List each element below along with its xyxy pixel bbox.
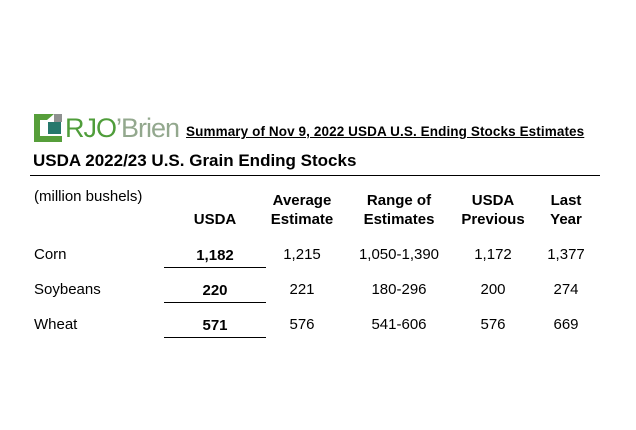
logo-gray-square: [54, 114, 62, 122]
table-row-wheat: Wheat 571 576 541-606 576 669: [30, 303, 606, 338]
logo-text-rjo: RJO: [65, 112, 117, 143]
table-header-row: (million bushels) USDA Average Estimate …: [30, 184, 606, 233]
commodity-cell: Soybeans: [34, 281, 101, 298]
rjobrien-logo-icon: [34, 114, 62, 142]
usda-estimate-cell: 571: [164, 303, 266, 338]
column-header-last-year: Last Year: [550, 192, 582, 228]
column-header-average-estimate: Average Estimate: [270, 192, 334, 228]
average-estimate-cell: 221: [289, 281, 315, 298]
range-of-estimates-cell: 180-296: [371, 281, 427, 298]
column-header-range-of-estimates: Range of Estimates: [363, 192, 435, 228]
last-year-cell: 1,377: [547, 246, 585, 263]
last-year-cell: 274: [553, 281, 579, 298]
grain-ending-stocks-table: (million bushels) USDA Average Estimate …: [30, 184, 606, 338]
section-heading: USDA 2022/23 U.S. Grain Ending Stocks: [33, 151, 357, 170]
heading-divider-line: [30, 175, 600, 176]
table-row-soybeans: Soybeans 220 221 180-296 200 274: [30, 268, 606, 303]
logo-green-left-shape: [34, 114, 40, 142]
last-year-cell: 669: [553, 316, 579, 333]
usda-value-underlined: 220: [164, 283, 266, 303]
commodity-cell: Corn: [34, 246, 67, 263]
usda-estimate-cell: 1,182: [164, 233, 266, 268]
rjobrien-logo: RJO’Brien: [34, 112, 180, 143]
column-header-usda-previous: USDA Previous: [461, 192, 525, 228]
commodity-cell: Wheat: [34, 316, 78, 333]
average-estimate-cell: 576: [289, 316, 315, 333]
unit-label-header: (million bushels): [30, 184, 164, 233]
document-header: RJO’Brien Summary of Nov 9, 2022 USDA U.…: [34, 114, 584, 142]
range-of-estimates-cell: 1,050-1,390: [358, 246, 440, 263]
logo-green-bottom-shape: [34, 136, 62, 142]
usda-value-underlined: 1,182: [164, 248, 266, 268]
column-header-usda: USDA: [193, 211, 237, 228]
range-of-estimates-cell: 541-606: [371, 316, 427, 333]
rjobrien-logo-text: RJO’Brien: [65, 112, 180, 143]
average-estimate-cell: 1,215: [283, 246, 321, 263]
usda-value-underlined: 571: [164, 318, 266, 338]
usda-previous-cell: 1,172: [474, 246, 512, 263]
document-title: Summary of Nov 9, 2022 USDA U.S. Ending …: [186, 124, 585, 139]
usda-previous-cell: 200: [480, 281, 506, 298]
logo-teal-square: [48, 122, 61, 134]
table-header: (million bushels) USDA Average Estimate …: [30, 184, 606, 233]
table-row-corn: Corn 1,182 1,215 1,050-1,390 1,172 1,377: [30, 233, 606, 268]
logo-green-top-shape: [34, 114, 54, 120]
usda-estimate-cell: 220: [164, 268, 266, 303]
unit-label: (million bushels): [34, 188, 143, 205]
logo-text-brien: ’Brien: [116, 112, 180, 143]
usda-previous-cell: 576: [480, 316, 506, 333]
